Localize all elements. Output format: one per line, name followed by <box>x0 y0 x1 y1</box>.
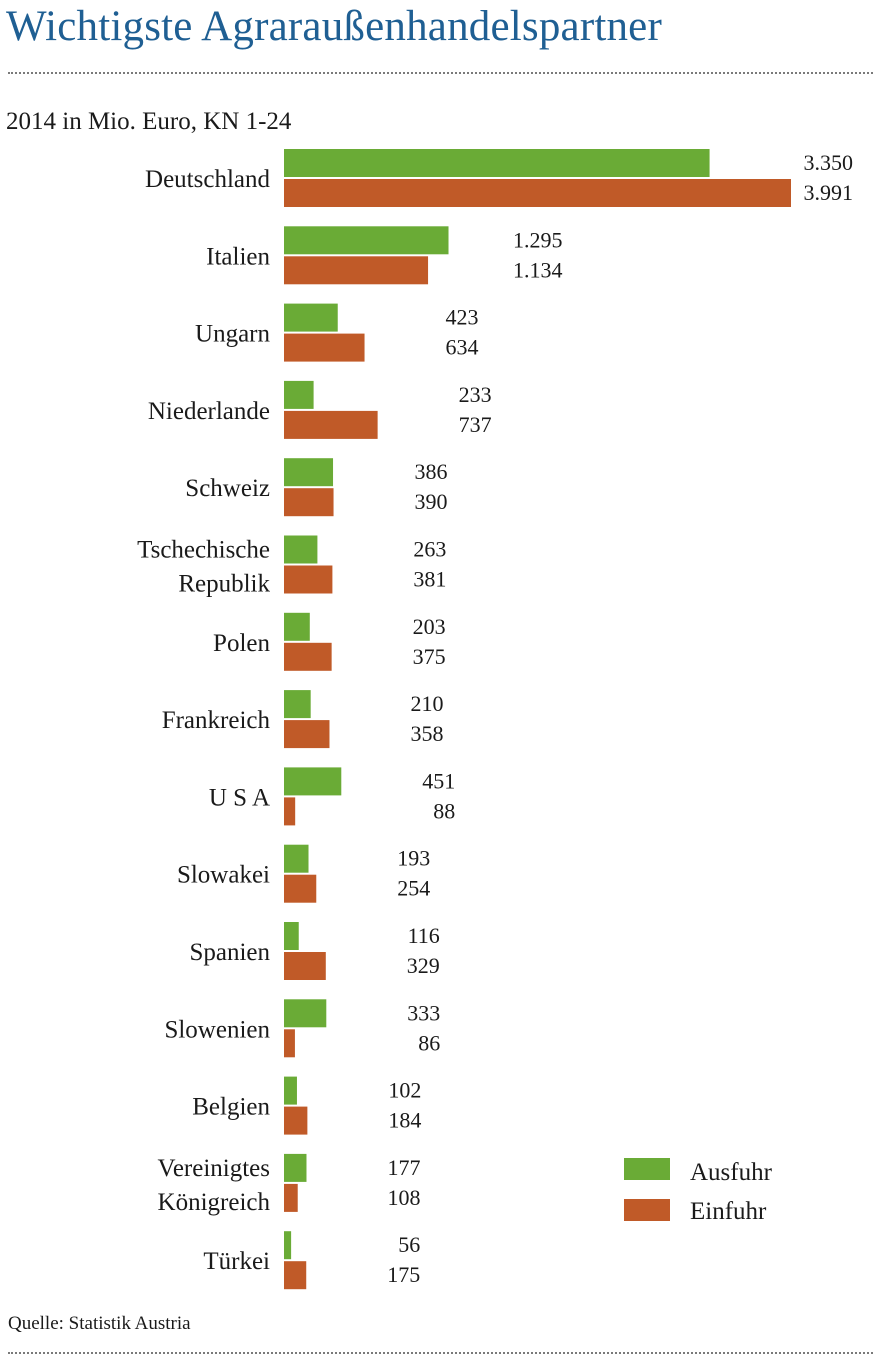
bar-ausfuhr <box>284 1231 292 1260</box>
category-label: Schweiz <box>185 475 270 502</box>
bar-einfuhr <box>284 256 429 285</box>
bar-einfuhr <box>284 179 791 207</box>
category-label: Deutschland <box>145 166 270 193</box>
bar-einfuhr <box>284 952 326 980</box>
value-label-ausfuhr: 451 <box>422 768 455 793</box>
category-label: Republik <box>178 571 270 598</box>
bar-ausfuhr <box>284 149 710 177</box>
bar-einfuhr <box>284 1261 307 1290</box>
value-label-ausfuhr: 1.295 <box>513 227 563 252</box>
value-label-ausfuhr: 3.350 <box>804 150 854 175</box>
value-label-einfuhr: 86 <box>418 1030 440 1055</box>
value-label-ausfuhr: 116 <box>408 923 440 948</box>
bar-ausfuhr <box>284 999 327 1028</box>
bar-ausfuhr <box>284 844 309 873</box>
bar-einfuhr <box>284 565 333 594</box>
bar-einfuhr <box>284 333 365 362</box>
category-label: Frankreich <box>162 707 271 734</box>
bar-einfuhr <box>284 1029 295 1058</box>
bar-einfuhr <box>284 874 317 903</box>
value-label-einfuhr: 88 <box>433 798 455 823</box>
value-label-einfuhr: 175 <box>387 1262 420 1287</box>
value-label-ausfuhr: 263 <box>413 537 446 562</box>
category-label: Türkei <box>203 1248 270 1275</box>
value-label-einfuhr: 375 <box>413 644 446 669</box>
value-label-einfuhr: 634 <box>446 335 479 360</box>
bar-einfuhr <box>284 488 334 517</box>
category-label: U S A <box>209 784 270 811</box>
value-label-einfuhr: 390 <box>415 489 448 514</box>
bar-ausfuhr <box>284 535 318 564</box>
bar-einfuhr <box>284 1106 308 1135</box>
chart-title: Wichtigste Agraraußenhandelspartner <box>6 3 662 50</box>
category-label: Belgien <box>192 1094 270 1121</box>
bar-ausfuhr <box>284 1153 307 1182</box>
value-label-einfuhr: 108 <box>387 1185 420 1210</box>
value-label-ausfuhr: 386 <box>415 459 448 484</box>
category-label: Slowakei <box>177 862 270 889</box>
bar-einfuhr <box>284 720 330 749</box>
value-label-einfuhr: 254 <box>397 876 430 901</box>
value-label-ausfuhr: 210 <box>410 691 443 716</box>
bar-einfuhr <box>284 410 378 439</box>
legend-swatch-ausfuhr <box>624 1158 670 1180</box>
category-label: Königreich <box>158 1189 271 1216</box>
bottom-dotted-divider <box>8 1352 873 1354</box>
bar-ausfuhr <box>284 767 342 796</box>
legend-label-einfuhr: Einfuhr <box>690 1198 767 1225</box>
top-dotted-divider <box>8 72 873 74</box>
category-label: Slowenien <box>164 1016 270 1043</box>
value-label-ausfuhr: 56 <box>398 1232 420 1257</box>
category-label: Spanien <box>189 939 270 966</box>
value-label-einfuhr: 184 <box>388 1108 421 1133</box>
value-label-einfuhr: 329 <box>407 953 440 978</box>
value-label-ausfuhr: 233 <box>459 382 492 407</box>
bar-einfuhr <box>284 797 296 826</box>
bar-ausfuhr <box>284 458 334 487</box>
category-label: Ungarn <box>195 321 270 348</box>
value-label-einfuhr: 737 <box>459 412 492 437</box>
value-label-ausfuhr: 423 <box>446 305 479 330</box>
legend-label-ausfuhr: Ausfuhr <box>690 1159 773 1186</box>
category-label: Italien <box>206 243 270 270</box>
value-label-ausfuhr: 102 <box>388 1078 421 1103</box>
value-label-ausfuhr: 193 <box>397 846 430 871</box>
bar-ausfuhr <box>284 612 310 641</box>
bar-ausfuhr <box>284 690 311 719</box>
bar-ausfuhr <box>284 380 314 409</box>
value-label-ausfuhr: 203 <box>413 614 446 639</box>
value-label-ausfuhr: 177 <box>387 1155 420 1180</box>
category-label: Polen <box>213 630 270 657</box>
value-label-einfuhr: 3.991 <box>804 180 854 205</box>
bar-ausfuhr <box>284 922 299 950</box>
value-label-ausfuhr: 333 <box>407 1000 440 1025</box>
bar-einfuhr <box>284 642 332 671</box>
category-label: Niederlande <box>148 398 270 425</box>
category-label: Vereinigtes <box>158 1155 270 1182</box>
bar-ausfuhr <box>284 226 449 255</box>
chart-subtitle: 2014 in Mio. Euro, KN 1-24 <box>6 108 292 135</box>
value-label-einfuhr: 1.134 <box>513 257 563 282</box>
value-label-einfuhr: 358 <box>410 721 443 746</box>
bar-ausfuhr <box>284 1076 297 1105</box>
bar-einfuhr <box>284 1183 298 1212</box>
legend-swatch-einfuhr <box>624 1199 670 1221</box>
category-label: Tschechische <box>137 537 270 564</box>
value-label-einfuhr: 381 <box>413 567 446 592</box>
source-note: Quelle: Statistik Austria <box>8 1313 191 1334</box>
bar-ausfuhr <box>284 303 338 332</box>
